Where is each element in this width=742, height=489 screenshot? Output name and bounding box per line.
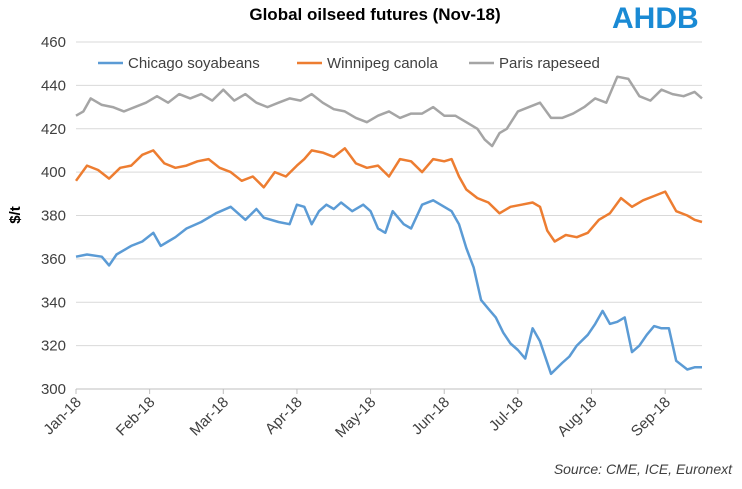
x-axis-ticks: Jan-18 Feb-18 Mar-18 Apr-18 May-18 Jun-18 Jul-… — [40, 389, 674, 441]
ahdb-logo: AHDB — [612, 2, 699, 35]
y-tick-label: 440 — [41, 77, 66, 94]
x-tick-label: Jul-18 — [486, 394, 527, 435]
legend-label: Winnipeg canola — [327, 55, 439, 72]
y-tick-label: 420 — [41, 121, 66, 138]
x-tick-label: Feb-18 — [113, 394, 159, 440]
gridlines — [76, 41, 702, 390]
legend: Chicago soyabeans Winnipeg canola Paris ra… — [98, 55, 600, 72]
series-lines — [74, 75, 703, 376]
source-note: Source: CME, ICE, Euronext — [554, 461, 733, 477]
x-tick-label: Aug-18 — [554, 394, 600, 440]
series-line-1 — [74, 147, 703, 243]
legend-label: Paris rapeseed — [499, 55, 600, 72]
y-tick-label: 360 — [41, 251, 66, 268]
y-tick-label: 400 — [41, 164, 66, 181]
x-tick-label: Apr-18 — [262, 394, 306, 438]
x-tick-label: Jun-18 — [409, 394, 453, 438]
y-axis-ticks: 300 320 340 360 380 400 420 440 460 — [41, 34, 66, 398]
y-axis-label: $/t — [7, 206, 24, 224]
y-tick-label: 460 — [41, 34, 66, 51]
series-line-2 — [75, 75, 703, 148]
x-tick-label: Jan-18 — [40, 394, 84, 438]
y-tick-label: 380 — [41, 208, 66, 225]
y-tick-label: 340 — [41, 294, 66, 311]
legend-label: Chicago soyabeans — [128, 55, 260, 72]
x-tick-label: Sep-18 — [628, 394, 674, 440]
x-tick-label: Mar-18 — [187, 394, 233, 440]
series-line-0 — [75, 199, 702, 376]
chart-title: Global oilseed futures (Nov-18) — [249, 5, 500, 24]
x-tick-label: May-18 — [332, 394, 379, 441]
y-tick-label: 320 — [41, 338, 66, 355]
y-tick-label: 300 — [41, 381, 66, 398]
